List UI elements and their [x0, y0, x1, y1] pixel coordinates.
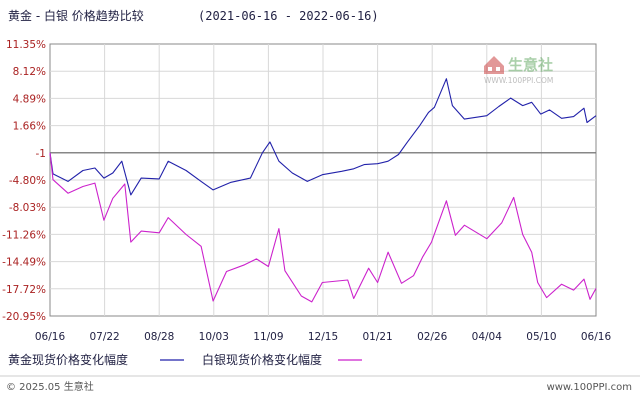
y-tick-label: -4.80% [9, 175, 46, 187]
y-tick-label: -17.72% [2, 284, 46, 296]
y-tick-label: -11.26% [2, 229, 46, 241]
y-tick-label: 8.12% [13, 66, 46, 78]
y-tick-label: 4.89% [13, 93, 46, 105]
x-tick-label: 05/10 [526, 331, 556, 343]
series-layer [49, 78, 597, 303]
x-tick-label: 06/16 [35, 331, 66, 343]
series-line-gold [49, 78, 597, 196]
x-tick-label: 06/16 [581, 331, 612, 343]
x-tick-label: 04/04 [472, 331, 503, 343]
grid-lines [50, 44, 596, 316]
y-tick-label: 11.35% [6, 39, 46, 51]
y-tick-label: -8.03% [9, 202, 46, 214]
x-tick-label: 07/22 [89, 331, 119, 343]
legend: 黄金现货价格变化幅度 白银现货价格变化幅度 [8, 352, 362, 367]
y-tick-label: -14.49% [2, 257, 46, 269]
watermark-url: WWW.100PPI.COM [484, 76, 553, 85]
chart-date-range: (2021-06-16 - 2022-06-16) [198, 9, 379, 23]
watermark-logo: 生意社 WWW.100PPI.COM [484, 56, 553, 85]
x-tick-label: 02/26 [417, 331, 448, 343]
series-line-silver [49, 152, 597, 303]
x-tick-label: 01/21 [362, 331, 392, 343]
x-tick-label: 12/15 [308, 331, 338, 343]
x-tick-label: 11/09 [253, 331, 283, 343]
y-tick-label: -20.95% [2, 311, 46, 323]
footer-url: www.100PPI.com [547, 382, 632, 393]
y-tick-label: -1 [36, 148, 46, 160]
x-tick-label: 08/28 [144, 331, 174, 343]
footer-copyright: © 2025.05 生意社 [6, 380, 94, 393]
x-tick-label: 10/03 [199, 331, 229, 343]
legend-label-silver: 白银现货价格变化幅度 [202, 352, 322, 367]
y-axis-ticks: 11.35% 8.12% 4.89% 1.66% -1 -4.80% -8.03% -11.2… [2, 39, 46, 323]
watermark-brand: 生意社 [508, 56, 553, 74]
plot-area [49, 43, 597, 317]
chart-title: 黄金 - 白银 价格趋势比较 [8, 8, 144, 23]
y-tick-label: 1.66% [13, 121, 46, 133]
x-axis-ticks: 06/16 07/22 08/28 10/03 11/09 12/15 01/21 02/26… [35, 331, 612, 343]
legend-label-gold: 黄金现货价格变化幅度 [8, 352, 128, 367]
